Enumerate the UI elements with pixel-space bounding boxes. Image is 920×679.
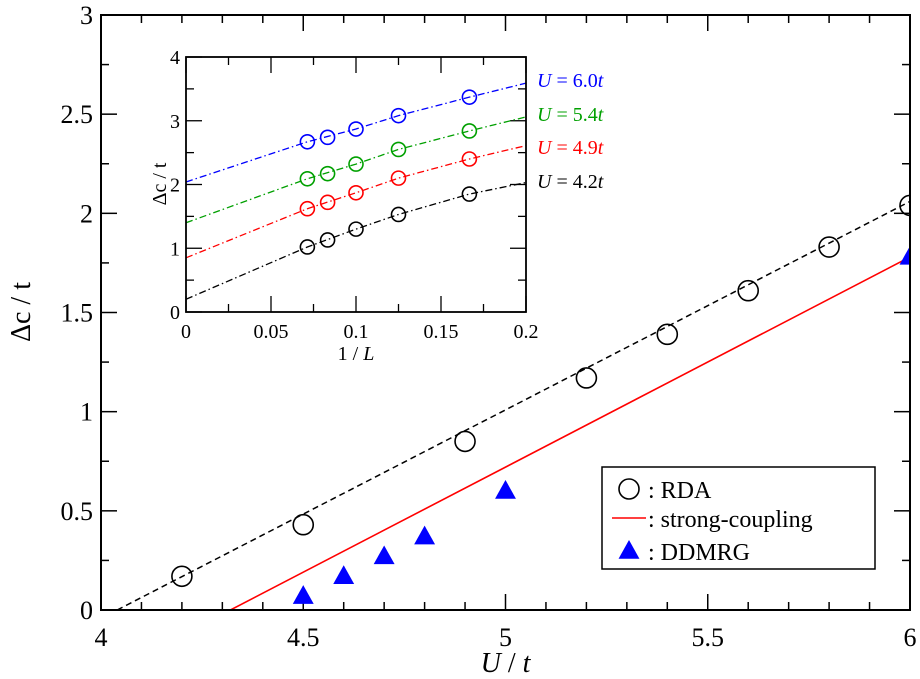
rda-point [454, 430, 476, 453]
inset-x-tick-label: 0.1 [344, 321, 369, 343]
legend-ddmrg-label: : DDMRG [648, 540, 750, 566]
inset-point [299, 170, 316, 187]
y-tick-label: 2.5 [61, 100, 94, 129]
legend-rda-label: : RDA [648, 478, 712, 504]
inset-y-tick-label: 2 [170, 175, 180, 197]
inset-point [319, 194, 336, 211]
inset-series-label: U = 4.9t [537, 137, 604, 159]
inset-point [348, 221, 364, 237]
inset-fit-line [185, 181, 527, 300]
strong-coupling-line [230, 256, 910, 610]
inset-point [390, 141, 407, 158]
inset-point [348, 121, 364, 137]
inset-point [299, 133, 316, 150]
y-tick-label: 0.5 [61, 497, 94, 526]
inset-fit-line [185, 82, 527, 183]
inset-point [299, 239, 316, 255]
legend-strong-coupling-label: : strong-coupling [648, 507, 813, 533]
inset-point [348, 156, 364, 172]
rda-point [818, 236, 840, 258]
inset-frame [185, 56, 527, 313]
inset-point [461, 123, 478, 139]
inset-y-tick-label: 4 [170, 47, 180, 69]
ddmrg-point [899, 245, 910, 265]
ddmrg-point [292, 585, 314, 604]
main-y-axis-label: Δc / t [6, 282, 37, 342]
legend-rda-marker [618, 478, 640, 500]
inset-x-tick-label: 0.05 [254, 321, 289, 343]
inset-series-label: U = 6.0t [537, 70, 604, 92]
ddmrg-point [333, 565, 355, 584]
inset-point [461, 89, 478, 105]
ddmrg-point [414, 525, 436, 545]
main-plot: 4 4.5 5 5.5 6 0 0.5 1 1.5 2 2.5 3 U / t : RDA : strong… [61, 1, 917, 679]
inset-point [390, 206, 407, 223]
inset-x-tick-label: 0.2 [514, 321, 539, 343]
inset-point [390, 170, 407, 186]
legend-ddmrg-marker [618, 540, 640, 559]
y-tick-label: 2 [80, 199, 93, 228]
ddmrg-point [373, 545, 395, 565]
rda-fit-line [116, 200, 910, 610]
inset-fit-line [185, 144, 527, 259]
inset-x-axis-label: 1 / L [338, 343, 375, 365]
x-tick-label: 5 [499, 623, 512, 652]
inset-plot: 0 0.05 0.1 0.15 0.2 0 1 2 3 4 1 / L U = 6.0t U = 5.4… [170, 47, 604, 365]
main-plot-frame [100, 14, 911, 611]
inset-point [348, 184, 364, 201]
inset-point [461, 186, 478, 202]
inset-fit-line [185, 116, 527, 224]
inset-point [461, 151, 478, 167]
rda-point [656, 323, 679, 346]
x-tick-label: 5.5 [692, 623, 725, 652]
x-tick-label: 4 [95, 623, 108, 652]
y-tick-label: 1 [80, 398, 93, 427]
y-tick-label: 0 [80, 596, 93, 625]
rda-point [737, 279, 760, 302]
ddmrg-point [495, 480, 516, 499]
x-tick-label: 4.5 [287, 623, 320, 652]
inset-y-tick-label: 1 [170, 238, 180, 260]
inset-series-label: U = 5.4t [537, 104, 604, 126]
x-axis-label: U / t [481, 648, 532, 679]
inset-point [390, 107, 407, 124]
rda-point [292, 513, 315, 536]
legend: : RDA : strong-coupling : DDMRG [601, 466, 876, 570]
inset-point [319, 232, 336, 248]
inset-point [299, 200, 316, 217]
inset-y-axis-label: Δc / t [149, 162, 171, 205]
y-tick-label: 1.5 [61, 299, 94, 328]
inset-y-tick-label: 3 [170, 111, 180, 133]
inset-series-label: U = 4.2t [537, 171, 604, 193]
inset-background [186, 57, 526, 312]
inset-y-tick-label: 0 [170, 302, 180, 324]
inset-x-tick-label: 0 [181, 321, 191, 343]
rda-point [575, 367, 598, 389]
legend-box [601, 466, 876, 570]
rda-point [899, 194, 910, 217]
y-tick-label: 3 [80, 1, 93, 30]
inset-point [319, 129, 336, 146]
x-tick-label: 6 [904, 623, 917, 652]
inset-x-tick-label: 0.15 [424, 321, 459, 343]
inset-point [319, 165, 336, 182]
rda-point [171, 565, 193, 588]
main-plot-area [116, 194, 910, 610]
